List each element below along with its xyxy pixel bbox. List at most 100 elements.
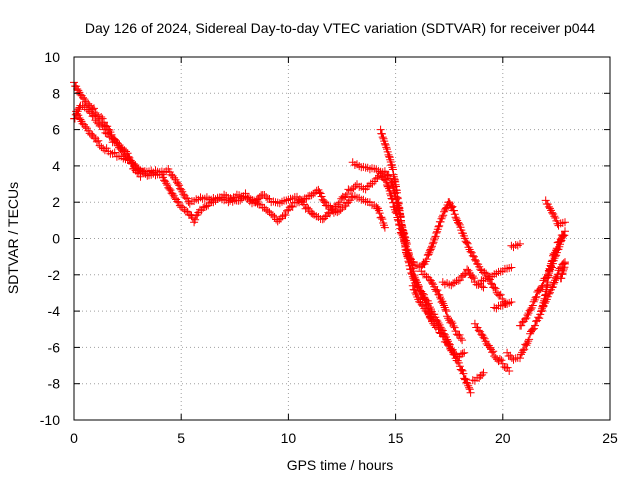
data-point [442, 307, 451, 316]
data-point [557, 274, 566, 283]
data-point [98, 114, 107, 123]
data-point [253, 199, 262, 208]
data-point [288, 194, 297, 203]
data-point [424, 250, 433, 259]
y-tick-label: 4 [52, 158, 60, 174]
data-point [351, 182, 360, 191]
data-point [100, 125, 108, 134]
data-point [503, 363, 512, 372]
data-point [282, 196, 291, 205]
data-point [269, 197, 278, 206]
data-point [184, 197, 193, 206]
data-point [73, 107, 82, 116]
data-point [78, 102, 87, 110]
data-point [451, 327, 460, 336]
y-tick-label: -10 [40, 412, 60, 428]
data-point [464, 381, 473, 390]
data-point [430, 235, 439, 244]
data-point [275, 215, 284, 224]
data-point [474, 280, 483, 289]
x-tick-label: 5 [177, 430, 185, 446]
data-point [220, 190, 229, 199]
data-point [424, 299, 433, 308]
data-point [462, 238, 471, 247]
data-point [517, 350, 525, 359]
data-point [484, 341, 493, 350]
data-point [452, 214, 461, 223]
data-point [516, 354, 524, 363]
data-point [492, 269, 501, 278]
data-point [521, 315, 530, 324]
data-point [418, 260, 427, 269]
data-point [288, 202, 297, 211]
data-point [532, 292, 541, 301]
data-point [80, 103, 89, 112]
data-point [326, 203, 335, 212]
data-point [278, 197, 286, 206]
grid-lines [74, 57, 610, 420]
data-point [526, 305, 535, 314]
data-point [468, 376, 477, 385]
data-point [466, 247, 475, 256]
data-point [517, 321, 526, 330]
data-point [425, 303, 434, 312]
data-point [535, 314, 544, 323]
data-point [477, 276, 486, 285]
data-point [440, 330, 449, 339]
data-point [557, 270, 566, 279]
data-point [378, 129, 386, 138]
data-point [439, 332, 448, 341]
data-point [435, 291, 444, 299]
data-point [458, 349, 467, 358]
data-point [465, 245, 474, 254]
data-point [90, 104, 98, 113]
data-point [200, 202, 209, 211]
data-point [546, 261, 555, 270]
data-point [380, 139, 389, 148]
data-point [455, 330, 464, 339]
data-point [445, 198, 454, 207]
data-point [409, 274, 418, 283]
x-tick-label: 0 [70, 430, 78, 446]
data-point [490, 303, 499, 312]
data-point [469, 274, 478, 283]
data-point [241, 189, 250, 198]
data-point [117, 152, 126, 161]
data-point [209, 198, 218, 207]
data-point [97, 143, 106, 152]
data-point [561, 218, 569, 227]
data-point [273, 198, 282, 207]
data-point [378, 215, 387, 224]
data-point [541, 291, 550, 300]
data-point [350, 161, 359, 169]
data-point [459, 369, 468, 378]
data-point [191, 215, 200, 224]
data-point [281, 211, 290, 220]
data-point [110, 148, 119, 157]
y-tick-label: -2 [48, 267, 61, 283]
data-point [441, 305, 450, 314]
data-point [128, 160, 137, 168]
data-point [200, 194, 209, 203]
data-point [426, 245, 435, 254]
data-point [478, 370, 487, 379]
data-point [361, 197, 370, 206]
data-point [522, 341, 531, 350]
data-point [441, 204, 450, 213]
data-point [130, 164, 138, 173]
y-tick-label: 6 [52, 122, 60, 138]
data-point [406, 265, 415, 274]
data-point [448, 202, 457, 211]
data-point [527, 326, 536, 335]
data-point [341, 192, 350, 201]
data-point [498, 359, 507, 368]
data-point [488, 272, 497, 281]
data-point [260, 191, 269, 199]
data-point [507, 298, 516, 306]
data-point [457, 365, 466, 374]
data-point [134, 169, 143, 178]
data-point [319, 197, 328, 205]
data-point [378, 133, 387, 142]
data-point [463, 379, 472, 388]
data-point [497, 356, 506, 365]
